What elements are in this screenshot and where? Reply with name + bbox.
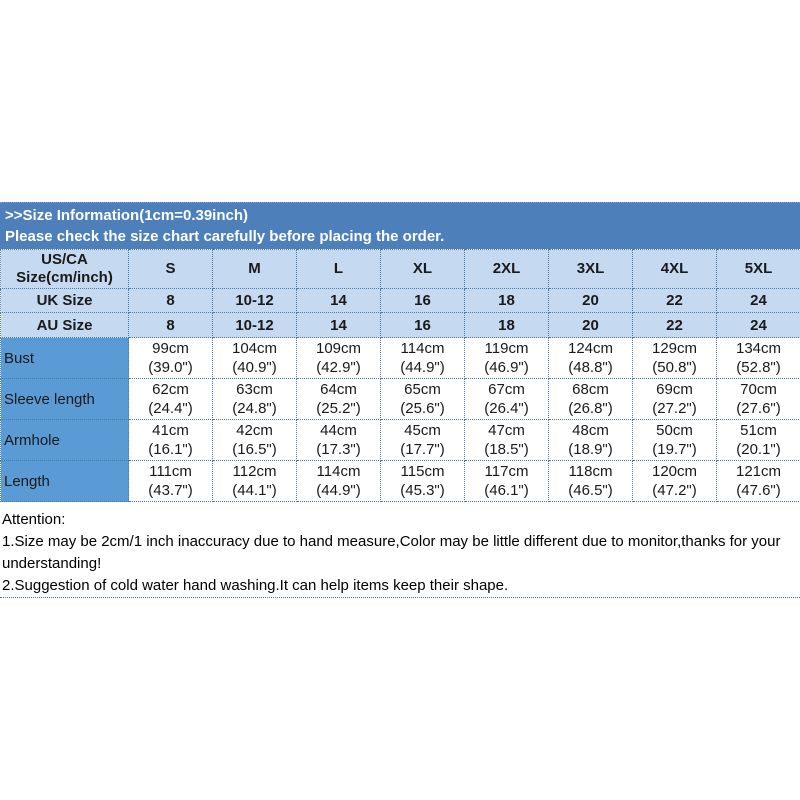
size-header-label: US/CA Size(cm/inch) (0, 249, 129, 289)
au-size-label: AU Size (0, 312, 129, 338)
uk-size-value: 16 (380, 288, 465, 313)
measurement-cell: 45cm (17.7") (380, 419, 465, 461)
size-info-subtitle: Please check the size chart carefully be… (5, 228, 445, 245)
bust-label: Bust (0, 337, 129, 379)
au-size-value: 8 (128, 312, 213, 338)
measurement-cell: 47cm (18.5") (464, 419, 549, 461)
measurement-cell: 111cm (43.7") (128, 460, 213, 502)
measurement-cell: 51cm (20.1") (716, 419, 800, 461)
uk-size-row: UK Size 8 10-12 14 16 18 20 22 24 (0, 288, 800, 313)
au-size-value: 18 (464, 312, 549, 338)
measurement-cell: 70cm (27.6") (716, 378, 800, 420)
uk-size-value: 10-12 (212, 288, 297, 313)
measurement-cell: 68cm (26.8") (548, 378, 633, 420)
size-chart: >>Size Information(1cm=0.39inch) Please … (0, 202, 800, 598)
bust-row: Bust 99cm (39.0") 104cm (40.9") 109cm (42.9… (0, 337, 800, 379)
size-column-header: 5XL (716, 249, 800, 289)
size-info-title: >>Size Information(1cm=0.39inch) (5, 207, 248, 224)
measurement-cell: 119cm (46.9") (464, 337, 549, 379)
measurement-cell: 42cm (16.5") (212, 419, 297, 461)
size-table: US/CA Size(cm/inch) S M L XL 2XL 3XL 4XL… (0, 249, 800, 502)
measurement-cell: 118cm (46.5") (548, 460, 633, 502)
au-size-value: 22 (632, 312, 717, 338)
au-size-value: 14 (296, 312, 381, 338)
measurement-cell: 67cm (26.4") (464, 378, 549, 420)
measurement-cell: 129cm (50.8") (632, 337, 717, 379)
uk-size-value: 24 (716, 288, 800, 313)
attention-note-line: 2.Suggestion of cold water hand washing.… (2, 577, 509, 594)
measurement-cell: 44cm (17.3") (296, 419, 381, 461)
au-size-value: 16 (380, 312, 465, 338)
size-info-title-band: >>Size Information(1cm=0.39inch) Please … (0, 202, 800, 249)
measurement-cell: 121cm (47.6") (716, 460, 800, 502)
measurement-cell: 114cm (44.9") (296, 460, 381, 502)
measurement-cell: 65cm (25.6") (380, 378, 465, 420)
uk-size-value: 18 (464, 288, 549, 313)
armhole-row: Armhole 41cm (16.1") 42cm (16.5") 44cm (17.… (0, 419, 800, 461)
measurement-cell: 50cm (19.7") (632, 419, 717, 461)
measurement-cell: 117cm (46.1") (464, 460, 549, 502)
measurement-cell: 134cm (52.8") (716, 337, 800, 379)
uk-size-value: 20 (548, 288, 633, 313)
measurement-cell: 64cm (25.2") (296, 378, 381, 420)
attention-note: Attention: 1.Size may be 2cm/1 inch inac… (0, 502, 800, 598)
attention-note-line: understanding! (2, 555, 102, 572)
uk-size-value: 22 (632, 288, 717, 313)
measurement-cell: 120cm (47.2") (632, 460, 717, 502)
measurement-cell: 112cm (44.1") (212, 460, 297, 502)
length-row: Length 111cm (43.7") 112cm (44.1") 114cm (4… (0, 460, 800, 502)
measurement-cell: 41cm (16.1") (128, 419, 213, 461)
size-column-header: L (296, 249, 381, 289)
measurement-cell: 48cm (18.9") (548, 419, 633, 461)
measurement-cell: 115cm (45.3") (380, 460, 465, 502)
size-header-row: US/CA Size(cm/inch) S M L XL 2XL 3XL 4XL… (0, 249, 800, 289)
au-size-value: 20 (548, 312, 633, 338)
sleeve-length-row: Sleeve length 62cm (24.4") 63cm (24.8") 64… (0, 378, 800, 420)
measurement-cell: 62cm (24.4") (128, 378, 213, 420)
attention-note-line: 1.Size may be 2cm/1 inch inaccuracy due … (2, 533, 781, 550)
size-column-header: XL (380, 249, 465, 289)
uk-size-value: 14 (296, 288, 381, 313)
measurement-cell: 63cm (24.8") (212, 378, 297, 420)
au-size-value: 24 (716, 312, 800, 338)
armhole-label: Armhole (0, 419, 129, 461)
size-column-header: M (212, 249, 297, 289)
sleeve-length-label: Sleeve length (0, 378, 129, 420)
size-column-header: S (128, 249, 213, 289)
size-column-header: 4XL (632, 249, 717, 289)
measurement-cell: 114cm (44.9") (380, 337, 465, 379)
measurement-cell: 124cm (48.8") (548, 337, 633, 379)
uk-size-label: UK Size (0, 288, 129, 313)
attention-heading: Attention: (2, 511, 66, 528)
measurement-cell: 104cm (40.9") (212, 337, 297, 379)
measurement-cell: 69cm (27.2") (632, 378, 717, 420)
uk-size-value: 8 (128, 288, 213, 313)
length-label: Length (0, 460, 129, 502)
measurement-cell: 99cm (39.0") (128, 337, 213, 379)
measurement-cell: 109cm (42.9") (296, 337, 381, 379)
au-size-row: AU Size 8 10-12 14 16 18 20 22 24 (0, 312, 800, 338)
au-size-value: 10-12 (212, 312, 297, 338)
size-column-header: 2XL (464, 249, 549, 289)
size-column-header: 3XL (548, 249, 633, 289)
